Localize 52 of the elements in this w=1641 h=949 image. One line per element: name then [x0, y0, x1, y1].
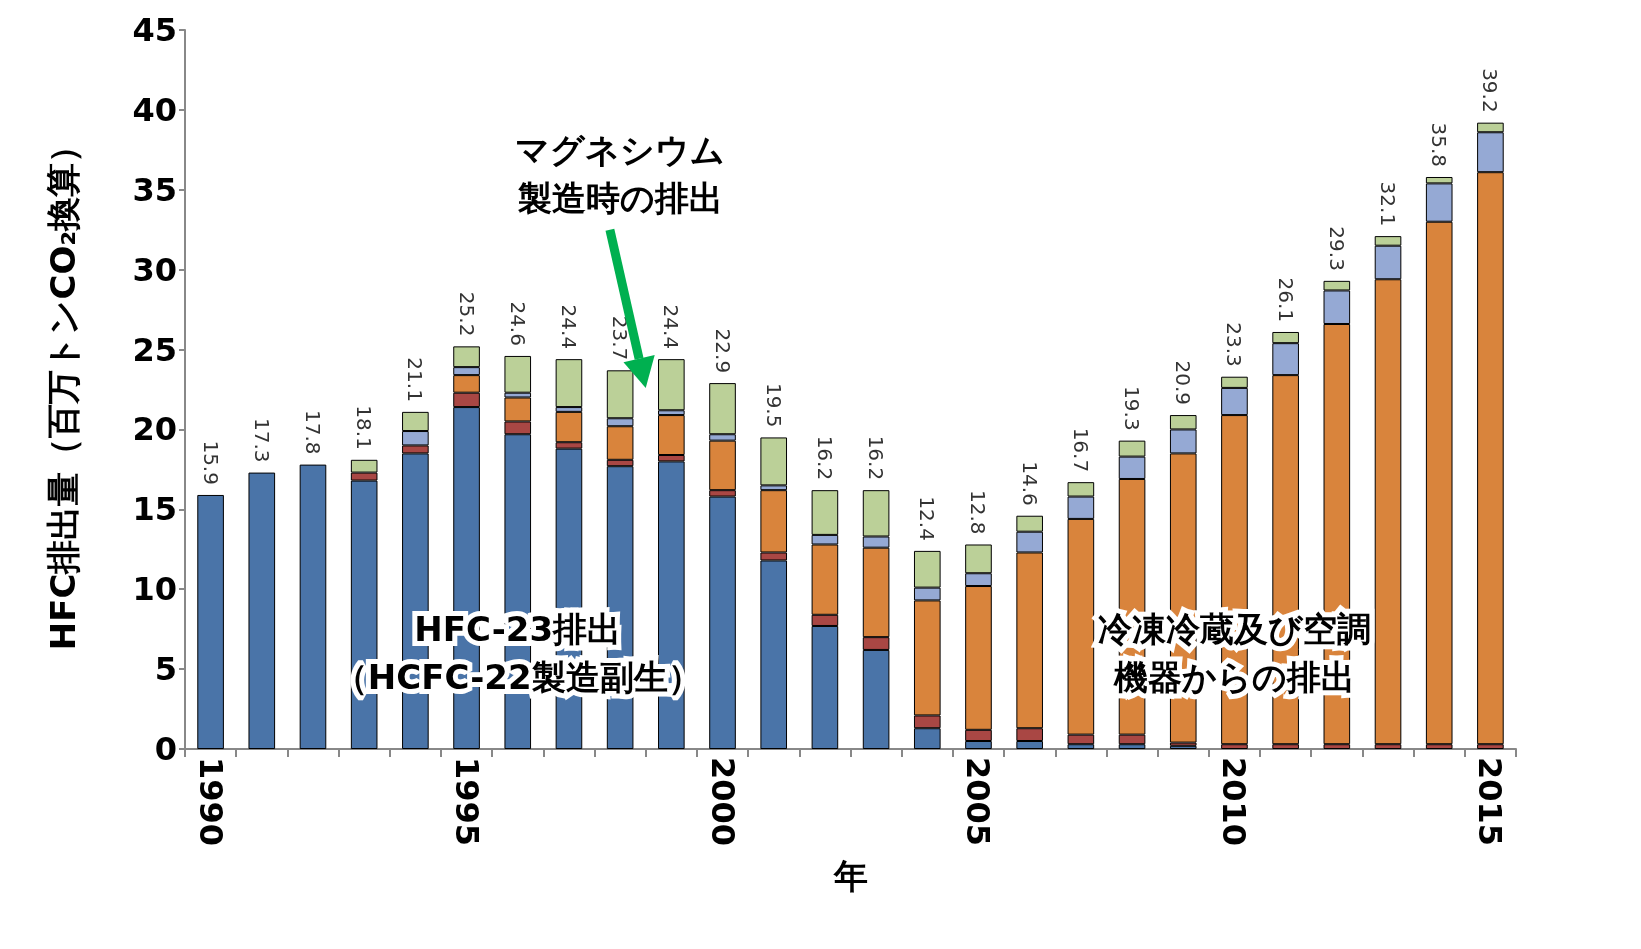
x-tick-label: 1995 — [447, 757, 486, 847]
x-tick-label: 1990 — [191, 757, 230, 847]
x-tick-label: 2015 — [1471, 757, 1510, 847]
annotation: 製造時の排出 — [516, 177, 723, 218]
y-tick-label: 0 — [154, 730, 177, 768]
total-label: 26.1 — [1273, 277, 1298, 322]
y-tick-label: 25 — [132, 330, 177, 369]
bar — [555, 359, 583, 408]
annotation: マグネシウム — [515, 129, 726, 170]
y-tick-label: 20 — [132, 410, 177, 449]
y-tick-label: 5 — [154, 650, 177, 689]
y-tick-label: 15 — [132, 490, 177, 529]
total-label: 16.2 — [864, 435, 889, 481]
total-label: 19.5 — [761, 382, 786, 428]
y-tick-label: 45 — [132, 11, 177, 49]
bar — [197, 494, 224, 749]
total-label: 17.3 — [249, 418, 274, 463]
total-label: 39.2 — [1478, 68, 1503, 113]
total-label: 17.8 — [300, 410, 325, 455]
total-label: 24.4 — [556, 304, 581, 350]
total-label: 18.1 — [352, 405, 377, 450]
bar — [760, 437, 788, 486]
total-label: 24.4 — [659, 304, 684, 350]
total-label: 25.2 — [454, 291, 479, 337]
total-label: 16.7 — [1068, 427, 1093, 473]
total-label: 21.1 — [403, 357, 428, 402]
total-label: 12.4 — [915, 496, 940, 541]
x-axis-title: 年 — [832, 856, 868, 896]
x-tick-label: 2010 — [1215, 757, 1254, 847]
total-label: 23.7 — [608, 315, 633, 361]
total-label: 29.3 — [1324, 226, 1349, 271]
y-axis-title: HFC排出量（百万トンCO₂換算） — [43, 128, 83, 651]
y-tick-label: 30 — [132, 250, 177, 289]
bar — [299, 464, 327, 749]
total-label: 35.8 — [1427, 122, 1452, 167]
x-tick-label: 2005 — [959, 757, 998, 847]
total-label: 22.9 — [710, 328, 735, 374]
total-label: 32.1 — [1376, 181, 1401, 227]
x-tick-label: 2000 — [703, 757, 742, 847]
total-label: 14.6 — [1017, 461, 1042, 506]
total-label: 12.8 — [966, 489, 991, 535]
y-tick-label: 35 — [132, 170, 177, 209]
y-tick-label: 10 — [132, 570, 177, 609]
total-label: 16.2 — [812, 435, 837, 481]
total-label: 23.3 — [1222, 322, 1247, 367]
total-label: 24.6 — [505, 301, 530, 346]
bar — [658, 359, 685, 411]
bar — [248, 472, 276, 749]
y-tick-label: 40 — [132, 90, 177, 129]
total-label: 20.9 — [1171, 360, 1196, 406]
total-label: 15.9 — [198, 440, 223, 485]
total-label: 19.3 — [1120, 386, 1145, 431]
